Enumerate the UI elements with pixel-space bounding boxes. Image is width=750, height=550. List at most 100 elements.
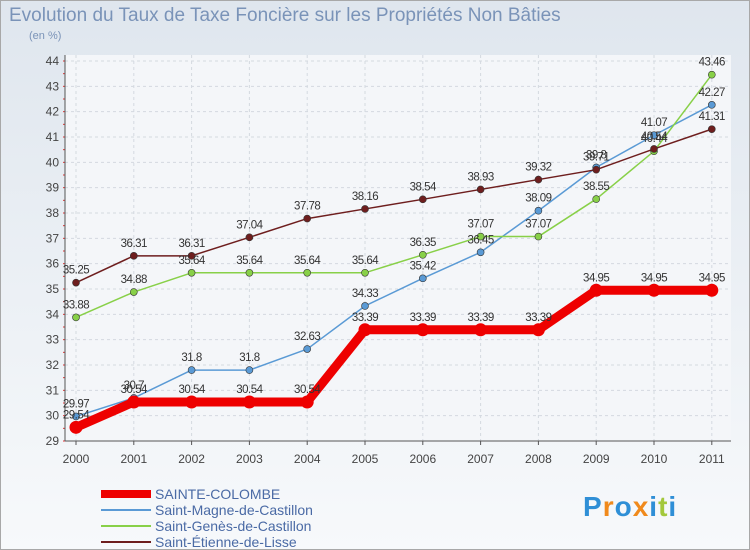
- data-point: [418, 251, 427, 259]
- data-label: 39.8: [586, 149, 606, 161]
- legend-item: Saint-Étienne-de-Lisse: [101, 534, 313, 550]
- data-label: 30.54: [178, 384, 205, 396]
- x-tick-label: 2005: [352, 452, 379, 466]
- legend-item: SAINTE-COLOMBE: [101, 486, 313, 502]
- legend-label: Saint-Étienne-de-Lisse: [155, 534, 297, 550]
- data-point: [187, 252, 196, 260]
- chart-title: Evolution du Taux de Taxe Foncière sur l…: [9, 5, 561, 26]
- data-point: [476, 248, 485, 257]
- data-point: [531, 323, 545, 337]
- data-label: 37.07: [467, 219, 493, 231]
- data-point: [534, 175, 543, 184]
- x-tick-label: 2007: [467, 452, 494, 466]
- series-line-1: [75, 104, 713, 418]
- legend-swatch: [101, 541, 151, 543]
- data-point: [650, 131, 658, 140]
- data-label: 40.44: [641, 133, 668, 145]
- data-label: 34.95: [699, 272, 725, 284]
- data-label: 38.09: [525, 193, 551, 205]
- series-line-2: [75, 73, 713, 319]
- data-label: 37.78: [294, 201, 320, 213]
- data-label: 30.54: [294, 384, 321, 396]
- data-label: 33.39: [410, 312, 436, 324]
- data-point: [245, 268, 254, 277]
- x-tick-label: 2002: [178, 452, 205, 466]
- data-label: 42.27: [699, 87, 725, 99]
- plot-area: [65, 55, 731, 441]
- data-label: 38.16: [352, 191, 378, 203]
- x-tick-label: 2003: [236, 452, 263, 466]
- data-label: 35.25: [63, 265, 89, 277]
- data-point: [303, 345, 312, 353]
- data-point: [187, 366, 196, 374]
- legend-swatch: [101, 490, 151, 498]
- data-label: 39.32: [525, 162, 551, 174]
- y-tick-label: 31: [46, 383, 60, 397]
- data-label: 31.8: [181, 352, 201, 364]
- data-label: 43.46: [699, 57, 725, 69]
- data-point: [130, 252, 138, 260]
- y-tick-label: 43: [46, 79, 60, 93]
- data-label: 30.54: [121, 384, 148, 396]
- data-label: 37.07: [525, 219, 551, 231]
- data-label: 34.88: [121, 274, 147, 286]
- data-point: [705, 283, 719, 297]
- data-point: [72, 412, 80, 421]
- data-label: 32.63: [294, 331, 320, 343]
- y-tick-label: 41: [46, 130, 60, 144]
- legend-label: SAINTE-COLOMBE: [155, 486, 281, 502]
- data-point: [72, 278, 80, 287]
- y-tick-label: 38: [46, 206, 60, 220]
- data-point: [592, 165, 601, 174]
- data-point: [589, 283, 603, 297]
- data-point: [187, 268, 196, 277]
- data-label: 41.31: [699, 111, 725, 123]
- data-label: 31.8: [239, 352, 259, 364]
- series-line-3: [75, 128, 713, 284]
- data-point: [358, 323, 372, 337]
- data-point: [416, 323, 430, 337]
- data-label: 41.07: [641, 117, 667, 129]
- data-point: [534, 206, 543, 215]
- data-point: [707, 101, 716, 109]
- data-label: 38.54: [410, 181, 437, 193]
- data-label: 33.88: [63, 299, 89, 311]
- data-point: [592, 195, 601, 203]
- data-point: [476, 232, 485, 241]
- data-point: [361, 205, 369, 213]
- data-point: [361, 302, 369, 310]
- data-point: [534, 232, 543, 241]
- data-point: [707, 70, 716, 79]
- data-label: 39.71: [583, 152, 609, 164]
- data-point: [245, 366, 254, 374]
- data-label: 33.39: [352, 312, 378, 324]
- x-tick-label: 2006: [409, 452, 436, 466]
- data-label: 36.31: [121, 238, 147, 250]
- y-tick-label: 37: [46, 231, 60, 245]
- y-tick-label: 35: [46, 282, 60, 296]
- y-tick-label: 40: [46, 155, 60, 169]
- x-tick-label: 2008: [525, 452, 552, 466]
- data-point: [69, 420, 83, 434]
- data-label: 34.95: [641, 272, 667, 284]
- data-point: [647, 283, 661, 297]
- data-label: 36.45: [467, 234, 493, 246]
- series-line-0: [71, 285, 717, 432]
- data-label: 29.97: [63, 398, 89, 410]
- data-label: 33.39: [467, 312, 493, 324]
- data-point: [245, 233, 254, 242]
- data-label: 35.64: [236, 255, 263, 267]
- x-tick-label: 2001: [120, 452, 147, 466]
- x-tick-label: 2000: [63, 452, 90, 466]
- y-tick-label: 44: [46, 54, 60, 68]
- legend-swatch: [101, 525, 151, 527]
- data-label: 30.7: [124, 380, 144, 392]
- data-point: [418, 274, 427, 283]
- data-point: [130, 288, 138, 296]
- data-point: [474, 323, 488, 337]
- data-point: [300, 395, 314, 409]
- data-point: [185, 395, 199, 409]
- data-label: 36.31: [178, 238, 204, 250]
